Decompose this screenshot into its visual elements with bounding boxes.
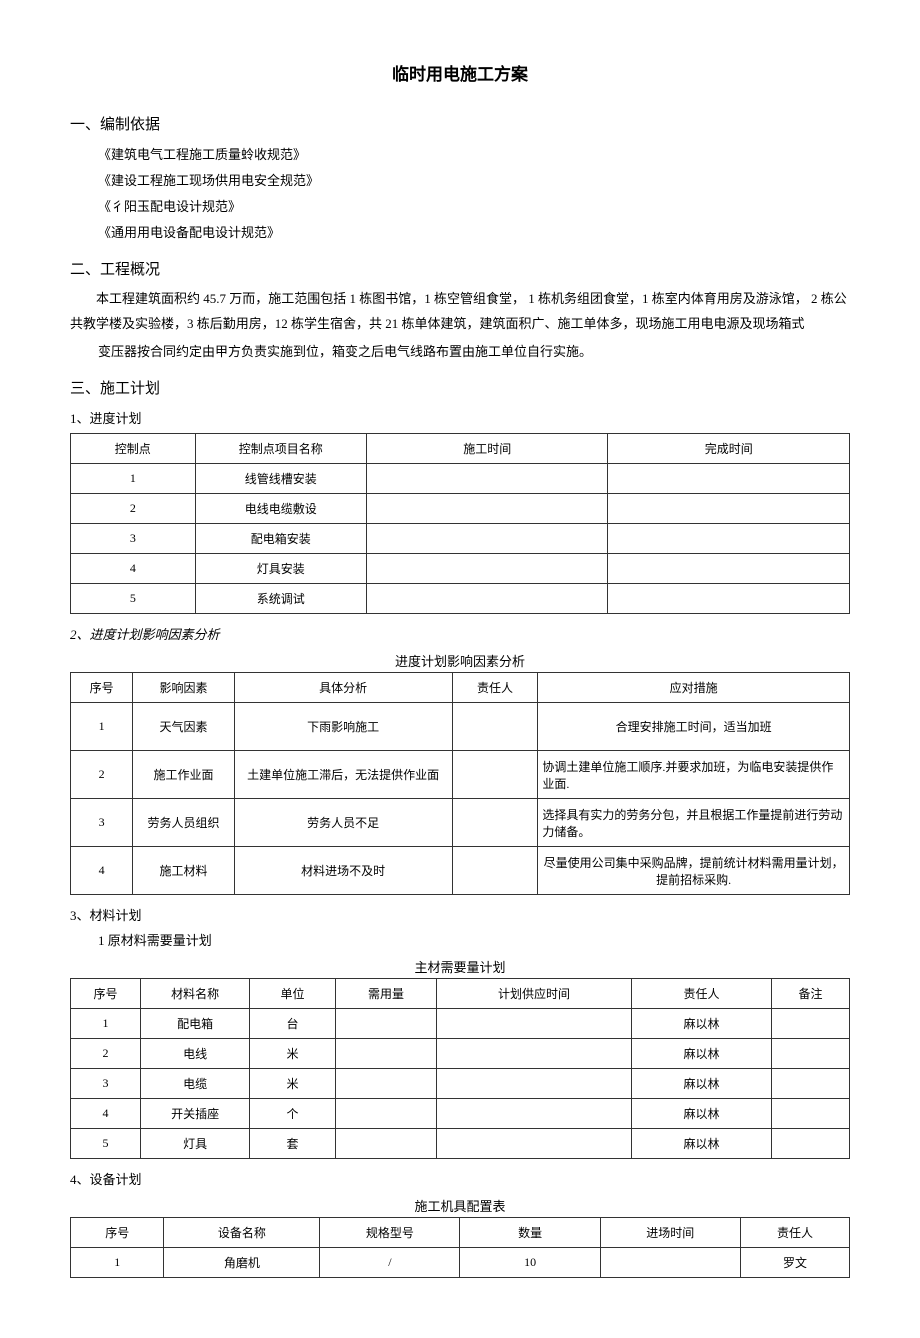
table-row: 2电线米麻以林: [71, 1039, 850, 1069]
table-row: 4开关插座个麻以林: [71, 1099, 850, 1129]
sub-factors-heading: 2、进度计划影响因素分析: [70, 624, 850, 643]
materials-caption: 主材需要量计划: [70, 957, 850, 976]
table-row: 5灯具套麻以林: [71, 1129, 850, 1159]
col-header: 计划供应时间: [437, 979, 632, 1009]
section-3-heading: 三、施工计划: [70, 377, 850, 398]
table-row: 1配电箱台麻以林: [71, 1009, 850, 1039]
col-header: 数量: [460, 1218, 600, 1248]
overview-paragraph: 本工程建筑面积约 45.7 万而，施工范围包括 1 栋图书馆，1 栋空管组食堂，…: [70, 287, 850, 336]
col-header: 责任人: [452, 673, 538, 703]
table-header-row: 序号 设备名称 规格型号 数量 进场时间 责任人: [71, 1218, 850, 1248]
col-header: 设备名称: [164, 1218, 320, 1248]
table-row: 3劳务人员组织劳务人员不足选择具有实力的劳务分包，并且根据工作量提前进行劳动力储…: [71, 799, 850, 847]
table-row: 3电缆米麻以林: [71, 1069, 850, 1099]
table-header-row: 序号 材料名称 单位 需用量 计划供应时间 责任人 备注: [71, 979, 850, 1009]
section-1-heading: 一、编制依据: [70, 113, 850, 134]
equipment-table: 序号 设备名称 规格型号 数量 进场时间 责任人 1角磨机/10罗文: [70, 1217, 850, 1278]
table-header-row: 控制点 控制点项目名称 施工时间 完成时间: [71, 434, 850, 464]
col-header: 序号: [71, 979, 141, 1009]
table-row: 1线管线槽安装: [71, 464, 850, 494]
col-header: 序号: [71, 1218, 164, 1248]
col-header: 需用量: [335, 979, 436, 1009]
col-header: 进场时间: [600, 1218, 740, 1248]
col-header: 控制点项目名称: [195, 434, 366, 464]
basis-item: 《通用用电设备配电设计规范》: [98, 220, 850, 246]
table-row: 4施工材料材料进场不及时尽量使用公司集中采购品牌，提前统计材料需用量计划，提前招…: [71, 847, 850, 895]
col-header: 单位: [250, 979, 336, 1009]
sub-materials-heading: 3、材料计划: [70, 905, 850, 924]
factors-table: 序号 影响因素 具体分析 责任人 应对措施 1天气因素下雨影响施工合理安排施工时…: [70, 672, 850, 895]
schedule-table: 控制点 控制点项目名称 施工时间 完成时间 1线管线槽安装 2电线电缆敷设 3配…: [70, 433, 850, 614]
sub-schedule-heading: 1、进度计划: [70, 408, 850, 427]
col-header: 责任人: [631, 979, 771, 1009]
materials-table: 序号 材料名称 单位 需用量 计划供应时间 责任人 备注 1配电箱台麻以林 2电…: [70, 978, 850, 1159]
sub-equipment-heading: 4、设备计划: [70, 1169, 850, 1188]
table-row: 5系统调试: [71, 584, 850, 614]
basis-item: 《建筑电气工程施工质量蛉收规范》: [98, 142, 850, 168]
col-header: 规格型号: [320, 1218, 460, 1248]
document-title: 临时用电施工方案: [70, 60, 850, 85]
col-header: 完成时间: [608, 434, 850, 464]
section-2-heading: 二、工程概况: [70, 258, 850, 279]
equipment-caption: 施工机具配置表: [70, 1196, 850, 1215]
table-row: 4灯具安装: [71, 554, 850, 584]
overview-paragraph: 变压器按合同约定由甲方负责实施到位，箱变之后电气线路布置由施工单位自行实施。: [70, 340, 850, 365]
col-header: 备注: [772, 979, 850, 1009]
col-header: 控制点: [71, 434, 196, 464]
table-header-row: 序号 影响因素 具体分析 责任人 应对措施: [71, 673, 850, 703]
col-header: 影响因素: [133, 673, 234, 703]
basis-item: 《建设工程施工现场供用电安全规范》: [98, 168, 850, 194]
col-header: 材料名称: [141, 979, 250, 1009]
sub-materials-subheading: 1 原材料需要量计划: [70, 930, 850, 949]
table-row: 3配电箱安装: [71, 524, 850, 554]
table-row: 2施工作业面土建单位施工滞后，无法提供作业面协调土建单位施工顺序.并要求加班，为…: [71, 751, 850, 799]
basis-item: 《彳阳玉配电设计规范》: [98, 194, 850, 220]
col-header: 具体分析: [234, 673, 452, 703]
factors-caption: 进度计划影响因素分析: [70, 651, 850, 670]
col-header: 施工时间: [367, 434, 608, 464]
table-row: 1天气因素下雨影响施工合理安排施工时间，适当加班: [71, 703, 850, 751]
table-row: 1角磨机/10罗文: [71, 1248, 850, 1278]
col-header: 序号: [71, 673, 133, 703]
table-row: 2电线电缆敷设: [71, 494, 850, 524]
col-header: 应对措施: [538, 673, 850, 703]
col-header: 责任人: [740, 1218, 849, 1248]
